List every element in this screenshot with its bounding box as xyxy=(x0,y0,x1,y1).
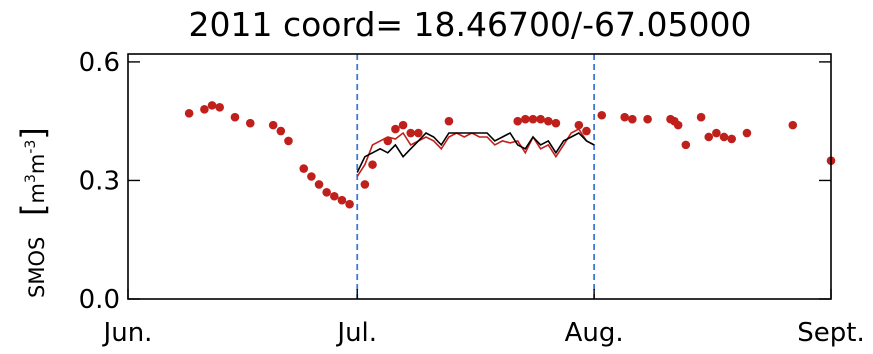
y-axis-unit-exp-2: -3 xyxy=(23,140,39,154)
data-point xyxy=(230,112,240,122)
black-series-line xyxy=(356,131,595,173)
data-point xyxy=(284,136,293,146)
data-point xyxy=(207,101,217,110)
data-point xyxy=(704,132,714,142)
data-point xyxy=(444,116,454,126)
y-tick-label: 0.0 xyxy=(79,285,120,315)
data-point xyxy=(719,132,729,142)
data-point xyxy=(597,110,607,120)
x-tick-label: Aug. xyxy=(565,318,624,348)
data-point xyxy=(368,160,377,169)
data-point xyxy=(788,120,798,130)
data-point xyxy=(536,114,545,124)
y-tick-label: 0.6 xyxy=(79,48,120,78)
data-point xyxy=(337,195,347,205)
data-point xyxy=(628,114,637,124)
data-point xyxy=(200,105,209,114)
y-tick-label: 0.3 xyxy=(79,166,120,196)
x-tick-label: Jul. xyxy=(335,318,377,348)
data-point xyxy=(528,114,538,124)
data-point xyxy=(727,134,736,144)
data-point xyxy=(322,188,331,197)
data-point xyxy=(299,164,309,173)
data-point xyxy=(521,114,530,124)
data-point xyxy=(696,112,706,122)
y-axis-unit-2: m xyxy=(25,154,49,174)
data-point xyxy=(543,116,553,126)
y-axis-unit-1: m xyxy=(25,183,49,203)
data-point xyxy=(383,136,393,146)
data-point xyxy=(276,126,286,136)
data-point xyxy=(742,128,752,138)
data-point xyxy=(582,126,591,136)
series-points xyxy=(184,101,836,209)
data-point xyxy=(391,124,400,134)
data-point xyxy=(681,140,691,150)
axis-ticks: Jun. Jul. Aug. Sept. 0.0 0.3 0.6 xyxy=(79,48,865,348)
data-point xyxy=(307,172,316,181)
y-axis-label: SMOS [m3m-3] xyxy=(14,127,52,298)
y-axis-unit-exp-1: 3 xyxy=(23,174,39,183)
data-point xyxy=(345,199,354,209)
data-point xyxy=(215,103,224,112)
data-point xyxy=(360,180,370,189)
data-point xyxy=(268,120,278,130)
data-point xyxy=(712,128,721,138)
data-point xyxy=(673,120,683,130)
data-point xyxy=(513,116,523,126)
red-series-line xyxy=(356,128,595,177)
data-point xyxy=(398,120,408,130)
data-point xyxy=(330,191,339,201)
data-point xyxy=(620,112,629,122)
series-lines xyxy=(356,128,595,177)
data-point xyxy=(551,118,561,128)
x-tick-label: Sept. xyxy=(797,318,864,348)
x-tick-label: Jun. xyxy=(102,318,153,348)
data-point xyxy=(414,128,423,138)
data-point xyxy=(314,180,324,189)
data-point xyxy=(184,108,194,118)
data-point xyxy=(574,120,584,130)
data-point xyxy=(406,128,416,138)
data-point xyxy=(643,114,652,124)
data-point xyxy=(245,118,255,128)
chart-title: 2011 coord= 18.46700/-67.05000 xyxy=(188,5,751,44)
vertical-marker-lines xyxy=(356,54,596,299)
y-axis-label-prefix: SMOS xyxy=(25,237,49,298)
svg-text:SMOS [m3m-3]: SMOS [m3m-3] xyxy=(14,127,52,298)
plot-frame xyxy=(127,53,832,300)
